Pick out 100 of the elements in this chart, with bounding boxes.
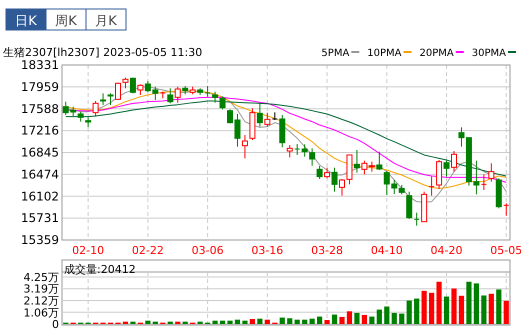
candlestick: [204, 86, 211, 98]
bar: [436, 282, 442, 324]
candlestick: [279, 114, 286, 148]
candlestick: [503, 202, 510, 216]
candlestick: [488, 162, 494, 182]
candlestick: [212, 91, 218, 104]
bar: [384, 306, 390, 324]
bar: [280, 318, 285, 324]
candlestick: [115, 82, 121, 100]
x-tick-label: 02-10: [72, 244, 104, 257]
bar: [444, 296, 450, 324]
candlestick: [85, 116, 92, 128]
bar: [362, 314, 367, 324]
y-tick-label: 16474: [20, 167, 59, 182]
y-tick-label: 15359: [20, 233, 59, 247]
bar: [354, 312, 360, 324]
bar: [212, 320, 218, 324]
candlestick: [264, 112, 270, 128]
candlestick: [108, 92, 114, 106]
y-tick-label: 1.06万: [24, 306, 59, 320]
candlestick: [130, 77, 136, 94]
y-tick-label: 17959: [20, 80, 59, 94]
candlestick: [242, 134, 248, 159]
bar: [451, 288, 457, 324]
candlestick: [137, 84, 144, 96]
bar: [369, 316, 374, 324]
bar: [227, 320, 233, 324]
candlestick: [428, 176, 435, 196]
candlestick: [406, 191, 412, 220]
legend-label: 30PMA: [472, 48, 506, 59]
candlestick: [444, 160, 450, 178]
bar: [220, 320, 226, 324]
bar: [317, 316, 322, 324]
candlestick: [174, 86, 181, 104]
bar: [406, 300, 412, 324]
y-tick-label: 3.19万: [24, 282, 59, 296]
x-tick-label: 03-06: [192, 244, 224, 257]
x-tick-label: 04-10: [370, 244, 403, 257]
x-tick-label: 03-28: [311, 244, 344, 257]
bar: [339, 316, 345, 324]
chart-title: 生猪2307[lh2307] 2023-05-05 11:30: [3, 46, 202, 59]
bar: [242, 320, 248, 324]
bar: [481, 295, 486, 324]
candlestick: [451, 150, 457, 172]
y-tick-label: 18331: [20, 58, 59, 72]
candlestick: [286, 144, 293, 158]
candlestick: [167, 88, 174, 104]
bar: [145, 320, 150, 324]
y-tick-label: 16102: [20, 189, 59, 204]
candlestick: [376, 151, 382, 170]
y-tick-label: 15731: [20, 211, 59, 226]
candlestick: [480, 174, 487, 191]
x-tick-label: 03-16: [251, 244, 284, 257]
bar: [302, 320, 308, 324]
bar: [324, 320, 330, 324]
y-tick-label: 2.12万: [24, 294, 59, 308]
candlestick: [78, 111, 84, 122]
y-tick-label: 17216: [20, 124, 59, 138]
candlestick: [220, 96, 226, 110]
legend-label: 10PMA: [367, 48, 402, 59]
bar: [250, 319, 255, 324]
candlestick: [332, 167, 338, 192]
bar: [399, 314, 404, 324]
bar: [376, 310, 382, 324]
candlestick: [436, 159, 442, 190]
bar: [257, 318, 262, 324]
candlestick: [302, 144, 308, 158]
y-tick-label: 17588: [20, 102, 59, 116]
bar: [458, 296, 464, 324]
bar: [414, 298, 420, 324]
bar: [496, 289, 502, 324]
bar: [234, 320, 240, 324]
legend-label: 20PMA: [420, 48, 454, 59]
bar: [310, 318, 315, 324]
bar: [504, 300, 509, 324]
candlestick: [354, 149, 360, 174]
chart-title: 成交量:20412: [64, 263, 136, 276]
legend-label: 5PMA: [321, 48, 350, 59]
candlestick: [100, 92, 106, 106]
x-tick-label: 02-22: [132, 244, 164, 257]
candlestick: [92, 100, 99, 118]
bar: [429, 292, 434, 324]
bar: [422, 290, 427, 324]
candlestick: [294, 144, 300, 156]
bar: [346, 311, 352, 324]
bar: [264, 320, 270, 324]
bar: [488, 294, 494, 324]
x-tick-label: 05-05: [490, 244, 521, 257]
x-tick-label: 04-20: [430, 244, 463, 257]
candlestick: [316, 165, 323, 180]
bar: [474, 283, 479, 324]
bar: [294, 320, 300, 324]
text: 日K: [15, 14, 38, 29]
text: 月K: [95, 14, 118, 29]
candlestick: [414, 212, 420, 226]
y-tick-label: 4.25万: [24, 271, 59, 284]
bar: [392, 312, 397, 324]
text: 周K: [55, 14, 78, 29]
candlestick: [122, 77, 128, 89]
candlestick: [256, 102, 263, 128]
